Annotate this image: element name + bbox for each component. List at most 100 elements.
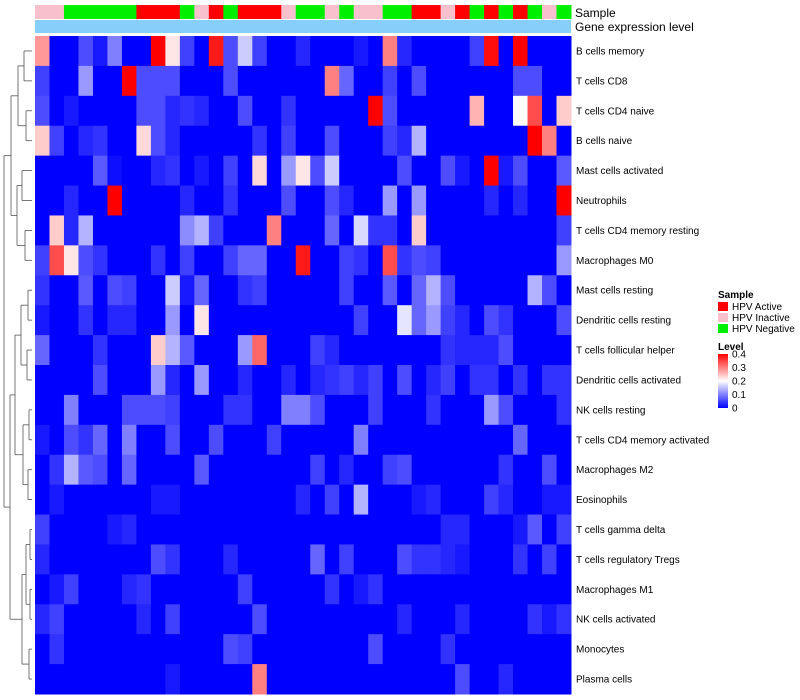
heatmap-cell xyxy=(310,544,326,575)
heatmap-cell xyxy=(484,424,500,456)
heatmap-cell xyxy=(223,544,239,575)
heatmap-cell xyxy=(469,424,485,456)
heatmap-cell xyxy=(35,185,50,216)
heatmap-cell xyxy=(556,155,572,187)
heatmap-cell xyxy=(63,125,79,157)
heatmap-cell xyxy=(281,634,297,665)
heatmap-cell xyxy=(107,664,123,695)
heatmap-cell xyxy=(223,424,239,456)
heatmap-cell xyxy=(223,335,239,366)
sample-annotation-cell xyxy=(397,5,413,19)
heatmap-cell xyxy=(513,514,529,545)
heatmap-cell xyxy=(237,125,253,157)
heatmap-cell xyxy=(281,664,297,695)
heatmap-cell xyxy=(35,365,50,396)
heatmap-cell xyxy=(397,215,413,246)
heatmap-cell xyxy=(63,484,79,516)
heatmap-cell xyxy=(324,185,340,216)
heatmap-cell xyxy=(411,36,427,67)
heatmap-cell xyxy=(324,394,340,426)
heatmap-cell xyxy=(469,514,485,545)
heatmap-cell xyxy=(440,544,456,575)
heatmap-cell xyxy=(63,604,79,635)
heatmap-cell xyxy=(324,65,340,97)
heatmap-cell xyxy=(339,454,355,486)
heatmap-cell xyxy=(194,245,210,276)
heatmap-cell xyxy=(179,634,195,665)
heatmap-cell xyxy=(484,95,500,127)
heatmap-cell xyxy=(353,394,369,426)
heatmap-cell xyxy=(556,36,572,67)
heatmap-cell xyxy=(440,335,456,366)
heatmap-cell xyxy=(266,215,282,246)
heatmap-cell xyxy=(368,544,384,575)
heatmap-cell xyxy=(150,604,166,635)
heatmap-cell xyxy=(368,305,384,336)
heatmap-cell xyxy=(78,424,94,456)
heatmap-cell xyxy=(469,544,485,575)
sample-annotation-cell xyxy=(49,5,65,19)
heatmap-cell xyxy=(324,335,340,366)
heatmap-cell xyxy=(208,604,224,635)
heatmap-cell xyxy=(411,454,427,486)
heatmap-cell xyxy=(426,155,442,187)
sample-annotation-cell xyxy=(484,5,500,19)
heatmap-cell xyxy=(339,215,355,246)
heatmap-cell xyxy=(252,305,268,336)
heatmap-cell xyxy=(455,305,471,336)
heatmap-cell xyxy=(411,275,427,306)
heatmap-cell xyxy=(295,36,311,67)
heatmap-cell xyxy=(542,574,558,605)
legend-swatch xyxy=(718,302,728,311)
heatmap-cell xyxy=(455,65,471,97)
heatmap-cell xyxy=(382,484,398,516)
heatmap-cell xyxy=(281,275,297,306)
heatmap-cell xyxy=(455,544,471,575)
heatmap-cell xyxy=(527,125,543,157)
annotation-label-sample: Sample xyxy=(575,6,616,20)
heatmap-cell xyxy=(223,65,239,97)
heatmap-cell xyxy=(455,185,471,216)
heatmap-cell xyxy=(107,484,123,516)
heatmap-cell xyxy=(150,454,166,486)
heatmap-cell xyxy=(237,634,253,665)
heatmap-cell xyxy=(469,365,485,396)
heatmap-cell xyxy=(310,365,326,396)
heatmap-cell xyxy=(324,634,340,665)
heatmap-cell xyxy=(411,155,427,187)
heatmap-cell xyxy=(368,574,384,605)
row-label: T cells regulatory Tregs xyxy=(576,555,680,566)
heatmap-cell xyxy=(295,155,311,187)
heatmap-cell xyxy=(484,185,500,216)
heatmap-cell xyxy=(527,574,543,605)
heatmap-cell xyxy=(440,604,456,635)
heatmap-cell xyxy=(542,484,558,516)
heatmap-cell xyxy=(194,155,210,187)
heatmap-cell xyxy=(527,95,543,127)
heatmap-cell xyxy=(513,424,529,456)
sample-annotation-cell xyxy=(411,5,427,19)
heatmap-cell xyxy=(194,484,210,516)
heatmap-cell xyxy=(237,155,253,187)
heatmap-cell xyxy=(397,365,413,396)
heatmap-cell xyxy=(237,424,253,456)
heatmap-cell xyxy=(35,155,50,187)
heatmap-cell xyxy=(121,36,137,67)
heatmap-cell xyxy=(397,155,413,187)
heatmap-cell xyxy=(440,634,456,665)
heatmap-cell xyxy=(324,454,340,486)
sample-annotation-cell xyxy=(295,5,311,19)
heatmap-cell xyxy=(353,335,369,366)
heatmap-cell xyxy=(295,514,311,545)
heatmap-cell xyxy=(411,65,427,97)
heatmap-cell xyxy=(252,604,268,635)
heatmap-cell xyxy=(513,125,529,157)
heatmap-cell xyxy=(92,36,108,67)
heatmap-cell xyxy=(382,275,398,306)
heatmap-cell xyxy=(324,36,340,67)
heatmap-cell xyxy=(397,484,413,516)
heatmap-cell xyxy=(266,634,282,665)
heatmap-cell xyxy=(78,125,94,157)
heatmap-cell xyxy=(339,65,355,97)
